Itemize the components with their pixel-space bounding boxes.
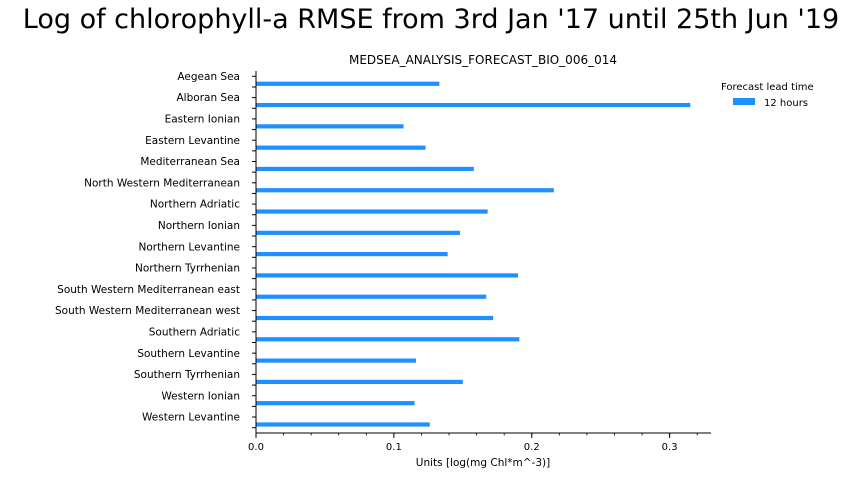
y-tick-label: Eastern Levantine (145, 135, 240, 147)
x-tick-label: 0.2 (524, 442, 540, 453)
x-tick-label: 0.3 (662, 442, 678, 453)
x-axis-label: Units [log(mg Chl*m^-3)] (416, 457, 550, 469)
bar-mediterranean-sea (256, 166, 474, 172)
y-tick-label: Northern Levantine (138, 241, 240, 253)
y-tick-label: Aegean Sea (177, 71, 240, 83)
y-tick-label: North Western Mediterranean (84, 177, 240, 189)
legend-swatch (733, 98, 755, 105)
y-tick-label: South Western Mediterranean east (57, 284, 240, 296)
bar-northern-tyrrhenian (256, 273, 518, 278)
y-tick-label: Alboran Sea (177, 92, 241, 104)
bar-northern-levantine (256, 252, 448, 257)
x-tick-label: 0.1 (386, 442, 402, 453)
y-tick-label: Southern Levantine (137, 348, 240, 360)
bar-northern-ionian (256, 230, 461, 235)
legend: Forecast lead time 12 hours (721, 82, 814, 109)
bar-northern-adriatic (256, 209, 488, 214)
bar-southern-levantine (256, 358, 416, 363)
chart-title: Log of chlorophyll-a RMSE from 3rd Jan '… (22, 4, 840, 35)
y-tick-label: Mediterranean Sea (140, 156, 240, 168)
bar-southern-tyrrhenian (256, 379, 463, 384)
x-axis: 0.0 0.1 0.2 0.3 (248, 432, 711, 453)
y-tick-label: Northern Tyrrhenian (135, 263, 240, 275)
y-tick-label: Northern Adriatic (150, 199, 240, 211)
bar-south-western-mediterranean-west (256, 315, 494, 321)
legend-title: Forecast lead time (721, 82, 814, 93)
y-tick-label: Northern Ionian (158, 220, 240, 232)
y-tick-label: Eastern Ionian (165, 114, 240, 126)
x-tick-label: 0.0 (248, 442, 264, 453)
y-axis: Aegean Sea Alboran Sea Eastern Ionian Easte… (55, 71, 257, 433)
y-tick-label: Western Ionian (161, 390, 240, 402)
legend-entry: 12 hours (764, 98, 808, 109)
y-tick-label: Western Levantine (142, 412, 240, 424)
bar-aegean-sea (256, 81, 440, 86)
bar-eastern-ionian (256, 124, 404, 129)
bar-western-levantine (256, 422, 430, 427)
bar-alboran-sea (256, 102, 691, 108)
y-tick-label: Southern Tyrrhenian (134, 369, 240, 381)
bar-eastern-levantine (256, 145, 426, 150)
bar-south-western-mediterranean-east (256, 294, 487, 299)
chart-subtitle: MEDSEA_ANALYSIS_FORECAST_BIO_006_014 (349, 53, 617, 67)
bar-north-western-mediterranean (256, 188, 554, 193)
bar-western-ionian (256, 401, 415, 406)
y-tick-label: Southern Adriatic (149, 326, 240, 338)
bar-southern-adriatic (256, 337, 520, 342)
y-tick-label: South Western Mediterranean west (55, 305, 240, 317)
bars-group (256, 81, 691, 427)
